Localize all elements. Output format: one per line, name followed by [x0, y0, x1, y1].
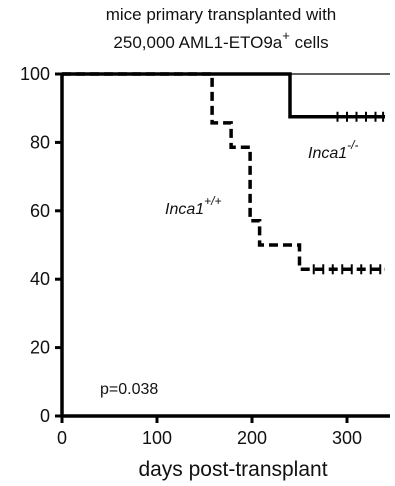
chart-title-line-2-main: 250,000 AML1-ETO9a	[113, 33, 282, 52]
x-tick-label-300: 300	[332, 428, 362, 448]
chart-title-line-1: mice primary transplanted with	[106, 5, 337, 24]
series-0-knockout-line	[62, 72, 385, 119]
y-tick-label-80: 80	[30, 132, 50, 152]
series-label-knockout-superscript: -/-	[347, 138, 358, 152]
y-tick-label-60: 60	[30, 201, 50, 221]
x-axis-label: days post-transplant	[138, 458, 327, 481]
axes: 0 20 40 60 80 100 0 100 200 300	[20, 64, 390, 448]
series-label-knockout-base: Inca1	[308, 145, 347, 162]
y-tick-label-100: 100	[20, 64, 50, 84]
x-tick-label-200: 200	[237, 428, 267, 448]
p-value-annotation: p=0.038	[100, 381, 158, 398]
series-label-wildtype-superscript: +/+	[204, 194, 221, 208]
x-tick-label-0: 0	[57, 428, 67, 448]
y-tick-label-0: 0	[40, 406, 50, 426]
series-1-wildtype-line	[62, 72, 385, 272]
series-lines	[62, 72, 385, 275]
chart-title-line-2-superscript: +	[282, 28, 290, 43]
x-tick-label-100: 100	[142, 428, 172, 448]
chart-title-line-2-end: cells	[290, 33, 329, 52]
y-tick-label-20: 20	[30, 338, 50, 358]
series-label-wildtype: Inca1+/+	[165, 194, 222, 218]
y-tick-label-40: 40	[30, 269, 50, 289]
chart-title-line-2: 250,000 AML1-ETO9a+ cells	[113, 28, 328, 52]
series-label-knockout: Inca1-/-	[308, 138, 358, 162]
series-label-wildtype-base: Inca1	[165, 201, 204, 218]
